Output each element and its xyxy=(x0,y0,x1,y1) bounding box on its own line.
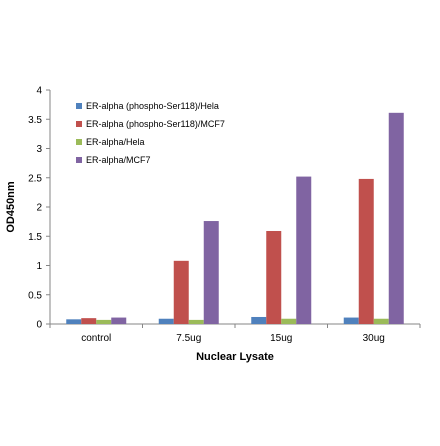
bar xyxy=(296,176,312,324)
y-tick-label: 3 xyxy=(36,144,42,155)
legend-entry: ER-alpha/Hela xyxy=(86,137,145,147)
x-tick-label: control xyxy=(81,333,111,344)
x-tick-label: 15ug xyxy=(270,333,292,344)
x-tick-label: 7.5ug xyxy=(176,333,201,344)
y-tick-label: 2.5 xyxy=(28,173,42,184)
bar xyxy=(266,230,282,324)
bar xyxy=(343,317,359,324)
legend-swatch xyxy=(76,121,82,127)
legend-entry: ER-alpha (phospho-Ser118)/Hela xyxy=(86,101,219,111)
bar xyxy=(81,318,97,324)
bar xyxy=(281,318,297,324)
bar xyxy=(203,221,219,324)
x-axis-title: Nuclear Lysate xyxy=(196,351,274,363)
bar xyxy=(251,316,267,324)
y-tick-label: 4 xyxy=(36,86,42,97)
y-tick-label: 2 xyxy=(36,203,42,214)
y-tick-label: 1 xyxy=(36,261,42,272)
bar xyxy=(373,318,389,324)
legend-swatch xyxy=(76,103,82,109)
y-axis-title: OD450nm xyxy=(5,181,17,233)
legend-swatch xyxy=(76,157,82,163)
y-tick-label: 1.5 xyxy=(28,232,42,243)
legend-entry: ER-alpha (phospho-Ser118)/MCF7 xyxy=(86,119,225,129)
bar xyxy=(188,319,204,324)
y-tick-label: 3.5 xyxy=(28,115,42,126)
x-tick-labels: control 7.5ug 15ug 30ug xyxy=(49,324,421,344)
legend-entry: ER-alpha/MCF7 xyxy=(86,155,151,165)
bar xyxy=(358,178,374,324)
bar xyxy=(111,317,127,324)
legend: ER-alpha (phospho-Ser118)/Hela ER-alpha (… xyxy=(76,101,225,165)
y-tick-labels: 0 0.5 1 1.5 2 2.5 3 3.5 4 xyxy=(28,86,50,331)
bar xyxy=(388,112,404,324)
bar xyxy=(96,319,112,324)
y-tick-label: 0.5 xyxy=(28,290,42,301)
legend-swatch xyxy=(76,139,82,145)
bar xyxy=(66,319,82,324)
bar-series-group xyxy=(66,112,404,324)
bar xyxy=(158,318,174,324)
y-tick-label: 0 xyxy=(36,320,42,331)
bar xyxy=(173,260,189,324)
x-tick-label: 30ug xyxy=(363,333,385,344)
